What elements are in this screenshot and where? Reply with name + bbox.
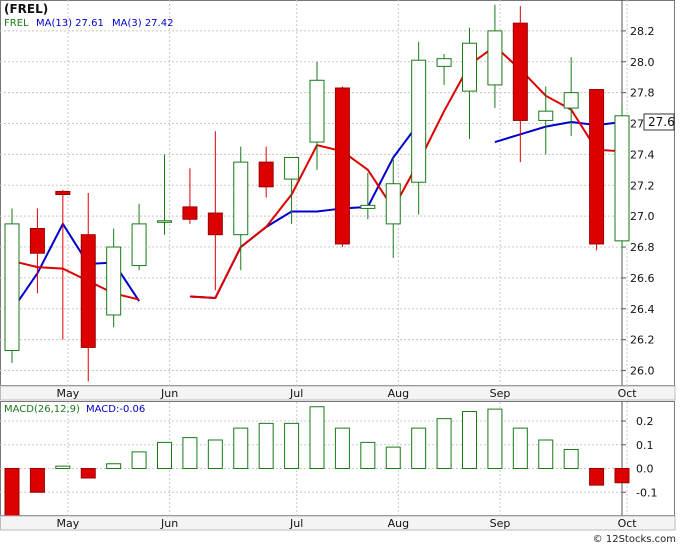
macd-bar [233, 427, 249, 469]
macd-bar [284, 422, 300, 469]
macd-legend-value: MACD:-0.06 [86, 404, 145, 415]
candle-body [29, 228, 45, 254]
macd-bar [334, 427, 350, 469]
candle-body [411, 59, 427, 183]
candle-body [360, 204, 376, 209]
macd-bar [385, 446, 401, 469]
candle-body [385, 183, 401, 225]
price-x-axis: May Jun Jul Aug Sep Oct [0, 385, 676, 401]
price-y-tick-label: 26.6 [630, 272, 655, 285]
candle-body [80, 234, 96, 348]
candle-body [207, 212, 223, 236]
candle-body [131, 223, 147, 267]
last-price-marker: 27.6 [643, 113, 675, 131]
macd-bar [4, 468, 20, 517]
price-y-tick-label: 28.0 [630, 56, 655, 69]
candle-body [589, 89, 605, 245]
macd-bar [589, 468, 605, 486]
macd-bar [131, 451, 147, 469]
candle-body [258, 161, 274, 188]
macd-x-tick-label: Sep [490, 517, 511, 530]
macd-bar [563, 449, 579, 469]
macd-x-tick-label: May [57, 517, 80, 530]
price-y-tick-label: 26.2 [630, 334, 655, 347]
macd-y-tick-label: 0.2 [636, 415, 654, 428]
candle-body [487, 30, 503, 86]
last-price-label: 27.6 [648, 115, 675, 129]
candle-body [309, 79, 325, 143]
watermark: © 12Stocks.com [593, 534, 676, 545]
macd-bar [512, 427, 528, 469]
legend-ma3: MA(3) 27.42 [112, 18, 173, 29]
macd-bar [411, 427, 427, 469]
price-x-tick-label: Jun [160, 387, 178, 400]
macd-x-band [0, 515, 676, 531]
price-x-band [0, 385, 676, 401]
macd-x-tick-label: Jul [289, 517, 303, 530]
price-y-tick-label: 26.4 [630, 303, 655, 316]
candle-body [106, 246, 122, 316]
price-y-tick-label: 27.4 [630, 148, 655, 161]
candle-body [563, 92, 579, 109]
macd-y-axis: 0.2 0.1 0.0 -0.1 [621, 402, 657, 516]
price-x-tick-label: Oct [618, 387, 638, 400]
macd-x-tick-label: Jun [160, 517, 178, 530]
macd-bar [462, 411, 477, 469]
macd-x-axis: May Jun Jul Aug Sep Oct [0, 515, 676, 531]
legend-frel: FREL [4, 18, 29, 29]
macd-bar [157, 441, 172, 469]
candle-body [4, 223, 20, 351]
price-y-tick-label: 27.0 [630, 210, 655, 223]
price-y-tick-label: 26.8 [630, 241, 655, 254]
last-price-box [643, 113, 675, 131]
macd-bar [614, 468, 630, 484]
macd-bar [309, 406, 325, 469]
candlesticks [4, 4, 630, 382]
candle-body [157, 220, 172, 223]
macd-bar [182, 437, 198, 469]
legend-ma13: MA(13) 27.61 [36, 18, 104, 29]
price-x-tick-label: Sep [490, 387, 511, 400]
macd-bar [360, 441, 376, 469]
macd-histogram [4, 406, 630, 517]
macd-panel: 0.2 0.1 0.0 -0.1 MACD(26,12,9) MACD:-0.06 [0, 401, 675, 517]
price-x-tick-label: Aug [388, 387, 409, 400]
macd-bar [80, 468, 96, 479]
candle-body [284, 156, 300, 180]
macd-bar [29, 468, 45, 493]
macd-bar [258, 422, 274, 469]
macd-legend-label: MACD(26,12,9) [4, 404, 80, 415]
chart-title: (FREL) [4, 2, 48, 16]
candle-body [182, 206, 198, 220]
candle-body [334, 87, 350, 245]
price-y-tick-label: 28.2 [630, 25, 655, 38]
price-x-tick-label: May [57, 387, 80, 400]
macd-bar [207, 439, 223, 469]
macd-y-tick-label: 0.0 [636, 463, 654, 476]
candle-body [55, 190, 71, 196]
ma3-line-segment [189, 45, 623, 300]
macd-bar [538, 439, 554, 469]
macd-x-tick-label: Aug [388, 517, 409, 530]
macd-y-tick-label: -0.1 [636, 486, 657, 499]
candle-body [462, 42, 477, 92]
price-panel: 26.0 26.2 26.4 26.6 26.8 27.0 27.2 27.4 27.6 27.8… [0, 0, 675, 386]
candle-body [233, 161, 249, 236]
macd-bar [55, 465, 71, 469]
macd-y-tick-label: 0.1 [636, 439, 654, 452]
price-y-tick-label: 27.8 [630, 87, 655, 100]
candle-body [538, 110, 554, 121]
price-y-tick-label: 27.2 [630, 179, 655, 192]
macd-bar [106, 463, 122, 469]
macd-bar [436, 418, 452, 469]
candle-body [614, 115, 630, 242]
candle-body [436, 58, 452, 67]
price-x-tick-label: Jul [289, 387, 303, 400]
price-y-tick-label: 26.0 [630, 365, 655, 378]
macd-bar [487, 408, 503, 469]
macd-x-tick-label: Oct [618, 517, 638, 530]
candle-body [512, 22, 528, 121]
